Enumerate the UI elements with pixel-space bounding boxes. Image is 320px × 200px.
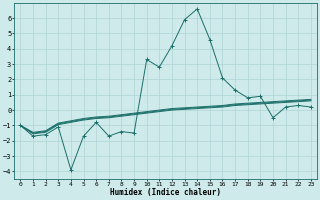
X-axis label: Humidex (Indice chaleur): Humidex (Indice chaleur) [110, 188, 221, 197]
